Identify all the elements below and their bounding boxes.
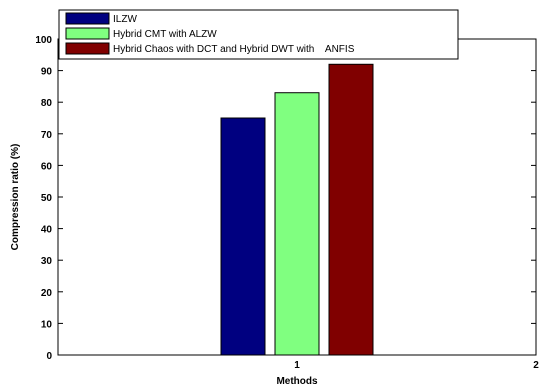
legend-box (58, 9, 459, 60)
y-tick-label: 20 (41, 288, 53, 299)
bar (328, 63, 374, 356)
legend-swatch (65, 27, 110, 40)
x-tick-label: 2 (533, 360, 539, 371)
y-tick-label: 40 (41, 225, 53, 236)
y-tick-label: 60 (41, 161, 53, 172)
y-tick-label: 100 (35, 35, 52, 46)
legend-label: Hybrid CMT with ALZW (113, 29, 217, 40)
legend-label: ILZW (113, 14, 137, 25)
y-tick-label: 0 (46, 351, 52, 362)
bars (220, 63, 374, 356)
bar (220, 117, 266, 356)
legend-swatch (65, 12, 110, 25)
y-tick-label: 90 (41, 67, 53, 78)
x-tick-label: 1 (294, 360, 300, 371)
y-tick-label: 70 (41, 130, 53, 141)
y-tick-label: 50 (41, 193, 53, 204)
x-axis-label: Methods (276, 376, 318, 386)
y-tick-label: 10 (41, 319, 53, 330)
legend-label: Hybrid Chaos with DCT and Hybrid DWT wit… (113, 44, 355, 55)
y-tick-label: 30 (41, 256, 53, 267)
bar (274, 92, 320, 356)
y-axis: 0 10 20 30 40 50 60 70 80 90 100 (35, 35, 536, 362)
legend: ILZW Hybrid CMT with ALZW Hybrid Chaos wit… (58, 9, 459, 60)
legend-swatch (65, 42, 110, 55)
y-tick-label: 80 (41, 98, 53, 109)
y-axis-label: Compression ratio (%) (10, 144, 21, 251)
